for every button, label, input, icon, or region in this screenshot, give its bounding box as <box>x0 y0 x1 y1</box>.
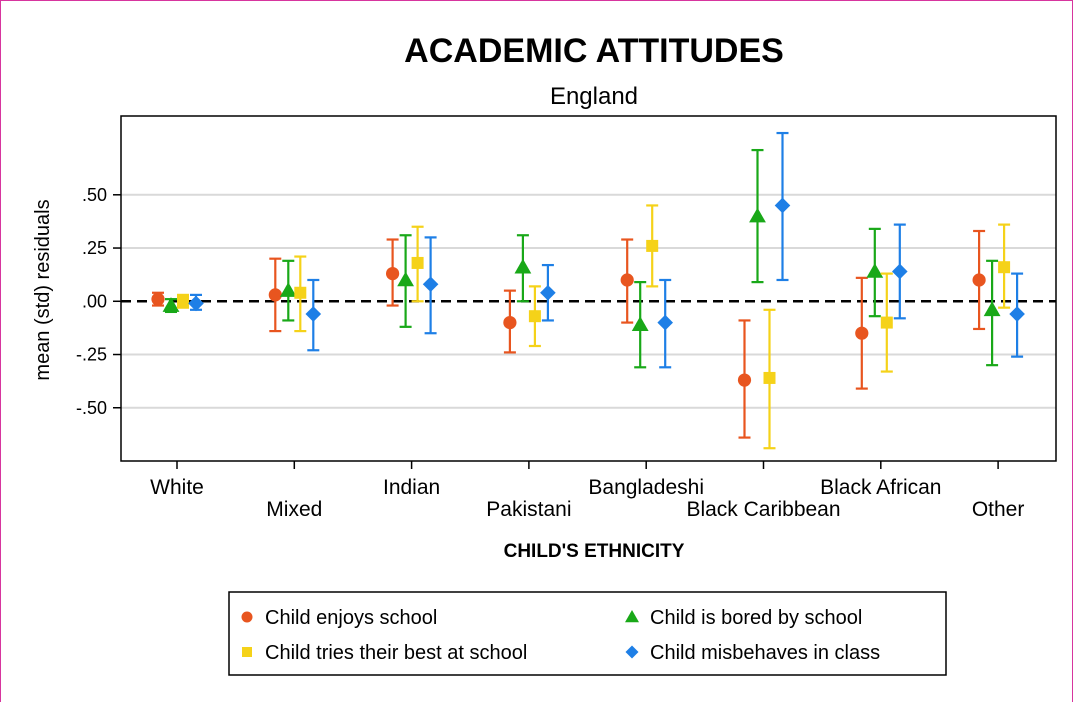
data-point <box>151 292 165 306</box>
data-point <box>397 271 414 287</box>
x-category-label: Bangladeshi <box>588 476 704 499</box>
data-point <box>998 261 1011 274</box>
data-point <box>294 286 307 299</box>
y-tick-label: -.25 <box>76 345 107 365</box>
legend-marker-triangle <box>625 610 639 623</box>
legend-box <box>228 591 947 676</box>
x-category-label: Indian <box>383 476 440 499</box>
series-child-misbehaves-in-class <box>188 131 1025 369</box>
y-tick-label: .00 <box>82 291 107 311</box>
series-child-enjoys-school <box>151 229 986 439</box>
data-point <box>514 258 532 274</box>
x-category-label: White <box>150 476 204 499</box>
legend-label: Child is bored by school <box>650 607 862 629</box>
legend-marker-circle <box>241 611 253 623</box>
x-category-label: Mixed <box>266 498 322 521</box>
y-tick-label: .25 <box>82 238 107 258</box>
data-point <box>855 326 869 340</box>
data-point <box>177 295 189 308</box>
legend-marker-square <box>242 647 252 657</box>
data-point <box>983 301 1001 317</box>
x-axis-title: CHILD'S ETHNICITY <box>504 541 685 562</box>
legend-marker-diamond <box>625 645 639 659</box>
x-category-label: Black Caribbean <box>686 498 840 521</box>
data-point <box>305 306 322 322</box>
data-point <box>774 197 791 214</box>
data-point <box>1009 306 1025 322</box>
data-point <box>386 266 400 281</box>
data-point <box>749 207 766 223</box>
data-point <box>188 295 204 312</box>
plot-area: .50 .25 .00 -.25 -.50 White Mixed Indian Pakista… <box>76 115 1057 521</box>
legend-label: Child tries their best at school <box>265 642 527 664</box>
data-point <box>422 276 439 293</box>
data-point <box>892 263 908 280</box>
plot-background <box>121 116 1056 461</box>
data-point <box>880 316 893 329</box>
chart-title: ACADEMIC ATTITUDES <box>404 32 784 70</box>
x-category-label: Pakistani <box>486 498 571 521</box>
data-point <box>866 263 884 278</box>
data-point <box>657 314 673 331</box>
data-point <box>503 315 517 330</box>
legend-label: Child enjoys school <box>265 607 437 629</box>
data-point <box>972 273 986 287</box>
series-child-is-bored-by-school <box>162 148 1001 369</box>
legend: Child enjoys school Child is bored by sch… <box>228 591 947 676</box>
data-point <box>763 371 776 384</box>
x-category-label: Black African <box>820 476 941 499</box>
y-tick-label: .50 <box>82 185 107 205</box>
data-point <box>620 273 634 287</box>
data-point <box>279 282 297 297</box>
plot-border <box>120 115 1057 462</box>
data-point <box>411 256 424 269</box>
data-point <box>268 288 282 302</box>
data-point <box>528 310 541 323</box>
data-point <box>162 297 180 312</box>
data-point <box>737 373 752 387</box>
legend-label: Child misbehaves in class <box>650 642 880 664</box>
x-category-label: Other <box>972 498 1025 521</box>
frame-left-border <box>0 0 1 702</box>
data-point <box>631 316 649 332</box>
series-child-tries-their-best-at-school <box>177 204 1011 450</box>
data-point <box>540 284 556 301</box>
y-tick-label: -.50 <box>76 398 107 418</box>
chart-subtitle: England <box>550 83 638 110</box>
frame-top-border <box>0 0 1073 1</box>
y-axis-title: mean (std) residuals <box>32 199 54 380</box>
data-point <box>646 239 659 252</box>
